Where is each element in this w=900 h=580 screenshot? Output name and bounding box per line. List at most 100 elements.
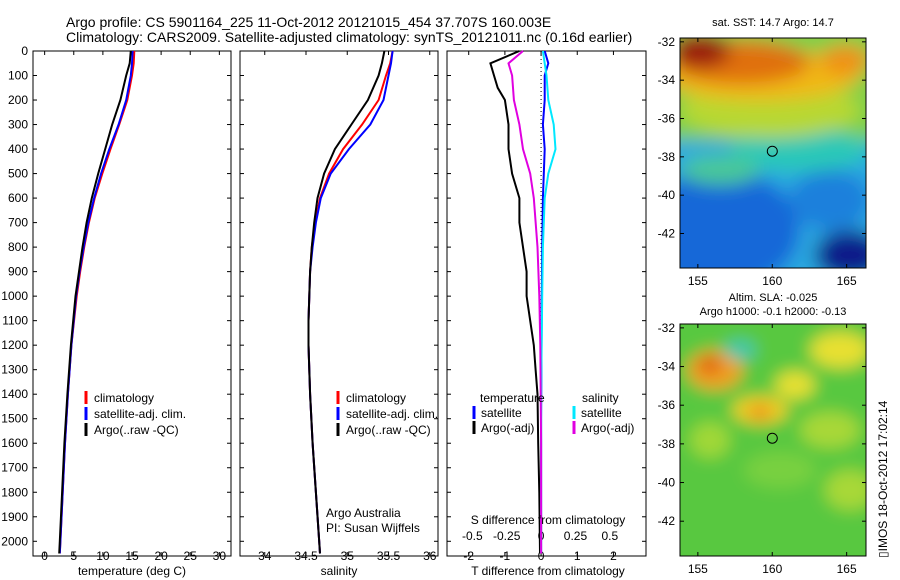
x-tick-label: 5 — [70, 549, 77, 563]
temperature-axis-label: temperature (deg C) — [78, 564, 186, 578]
institution-annotation: Argo Australia — [326, 506, 401, 520]
x-tick-label: 25 — [184, 549, 198, 563]
difference-legend: temperature salinity satellite Argo(-adj… — [472, 391, 634, 435]
sla-map-title-line1: Altim. SLA: -0.025 — [729, 292, 818, 304]
sla-map-frame — [679, 323, 867, 557]
depth-tick-label: 1700 — [1, 461, 28, 475]
series-line-black — [58, 50, 132, 554]
legend-label-s-argo: Argo(-adj) — [581, 421, 634, 435]
depth-tick-label: 500 — [8, 167, 28, 181]
series-line-magenta — [507, 50, 543, 554]
depth-tick-label: 1200 — [1, 338, 28, 352]
depth-tick-label: 1400 — [1, 387, 28, 401]
depth-tick-label: 900 — [8, 265, 28, 279]
depth-tick-label: 1600 — [1, 436, 28, 450]
map-y-tick-label: -32 — [658, 321, 676, 335]
map-y-tick-label: -42 — [658, 514, 676, 528]
depth-tick-label: 1300 — [1, 363, 28, 377]
sst-map-frame — [679, 37, 867, 269]
pi-annotation: PI: Susan Wijffels — [326, 521, 420, 535]
x-tick-label: 36 — [423, 549, 437, 563]
argo-position-marker — [766, 432, 778, 444]
argo-position-marker — [766, 145, 778, 157]
map-x-tick-label: 155 — [688, 274, 708, 288]
legend-label-satellite-adj: satellite-adj. clim. — [346, 407, 438, 421]
s-difference-tick-label: 0.5 — [601, 529, 618, 543]
series-line-black — [307, 50, 386, 554]
legend-label-t-argo: Argo(-adj) — [481, 421, 534, 435]
x-tick-label: 34.5 — [294, 549, 318, 563]
map-x-tick-label: 165 — [837, 562, 857, 576]
temperature-series — [58, 50, 136, 554]
x-tick-label: 0 — [41, 549, 48, 563]
x-tick-label: 2 — [610, 549, 617, 563]
x-tick-label: 15 — [125, 549, 139, 563]
map-y-tick-label: -38 — [658, 150, 676, 164]
map-y-tick-label: -32 — [658, 35, 676, 49]
temperature-tick-labels: 0 5 10 15 20 25 30 — [33, 50, 231, 563]
series-line-cyan — [540, 50, 557, 554]
depth-tick-label: 1900 — [1, 510, 28, 524]
s-difference-axis-label: S difference from climatology — [471, 513, 626, 527]
depth-tick-label: 1100 — [2, 314, 28, 328]
map-y-tick-label: -34 — [658, 73, 676, 87]
x-tick-label: 30 — [213, 549, 227, 563]
legend-label-climatology: climatology — [94, 391, 154, 405]
depth-tick-label: 1800 — [1, 485, 28, 499]
map-x-tick-label: 155 — [688, 562, 708, 576]
figure-title-line2: Climatology: CARS2009. Satellite-adjuste… — [66, 29, 632, 45]
salinity-axes — [239, 50, 439, 557]
x-tick-label: 35.5 — [377, 549, 401, 563]
depth-tick-label: 600 — [8, 191, 28, 205]
depth-tick-label: 100 — [8, 69, 28, 83]
depth-tick-label: 700 — [8, 216, 28, 230]
depth-tick-label: 400 — [8, 142, 28, 156]
map-y-tick-label: -34 — [658, 360, 676, 374]
legend-label-t-satellite: satellite — [481, 406, 522, 420]
temperature-legend: climatology satellite-adj. clim. Argo(..… — [84, 391, 186, 437]
map-x-tick-label: 160 — [762, 274, 782, 288]
sla-map-panel: Altim. SLA: -0.025 Argo h1000: -0.1 h200… — [658, 292, 867, 576]
salinity-tick-labels: 34 34.5 35 35.5 36 — [240, 50, 438, 563]
difference-series — [489, 50, 557, 554]
series-line-black — [489, 50, 541, 554]
map-y-tick-label: -40 — [658, 188, 676, 202]
legend-heading-temperature: temperature — [480, 391, 545, 405]
depth-tick-label: 200 — [8, 93, 28, 107]
legend-label-climatology: climatology — [346, 391, 406, 405]
sla-map-title-line2: Argo h1000: -0.1 h2000: -0.13 — [700, 306, 847, 318]
legend-label-argo: Argo(..raw -QC) — [94, 423, 179, 437]
depth-tick-label: 800 — [8, 240, 28, 254]
salinity-legend: climatology satellite-adj. clim. Argo(..… — [336, 391, 438, 437]
legend-label-s-satellite: satellite — [581, 406, 622, 420]
s-difference-tick-label: -0.25 — [493, 529, 521, 543]
x-tick-label: 10 — [96, 549, 110, 563]
credit-stamp: ▯IMOS 18-Oct-2012 17:02:14 — [876, 400, 890, 558]
x-tick-label: 34 — [258, 549, 272, 563]
s-difference-tick-label: -0.5 — [462, 529, 483, 543]
depth-tick-label: 1000 — [1, 289, 28, 303]
depth-tick-label: 300 — [8, 118, 28, 132]
legend-label-argo: Argo(..raw -QC) — [346, 423, 431, 437]
sst-field — [680, 38, 866, 268]
t-difference-axis-label: T difference from climatology — [471, 564, 625, 578]
s-difference-tick-label: 0.25 — [564, 529, 588, 543]
salinity-panel: 34 34.5 35 35.5 36 salinity climatology sate… — [239, 50, 439, 578]
legend-label-satellite-adj: satellite-adj. clim. — [94, 407, 186, 421]
t-difference-tick-labels: -2 -1 0 1 2 — [447, 50, 646, 563]
depth-tick-label: 2000 — [1, 534, 28, 548]
salinity-axis-label: salinity — [321, 564, 358, 578]
sla-map-ticks: 155 160 165 -32 -34 -36 -38 -40 -42 — [658, 321, 866, 576]
map-y-tick-label: -38 — [658, 437, 676, 451]
temperature-axes — [32, 50, 232, 557]
x-tick-label: -1 — [500, 549, 511, 563]
depth-tick-labels: 0 100 200 300 400 500 600 700 800 900 1000 1100 1200… — [1, 44, 28, 548]
x-tick-label: 1 — [574, 549, 581, 563]
depth-tick-label: 1500 — [1, 412, 28, 426]
figure-title-line1: Argo profile: CS 5901164_225 11-Oct-2012… — [66, 14, 551, 30]
salinity-series — [307, 50, 394, 554]
x-tick-label: -2 — [463, 549, 474, 563]
sla-field — [680, 324, 866, 556]
sst-map-panel: sat. SST: 14.7 Argo: 14.7 155 160 165 -32 -3… — [658, 17, 867, 288]
